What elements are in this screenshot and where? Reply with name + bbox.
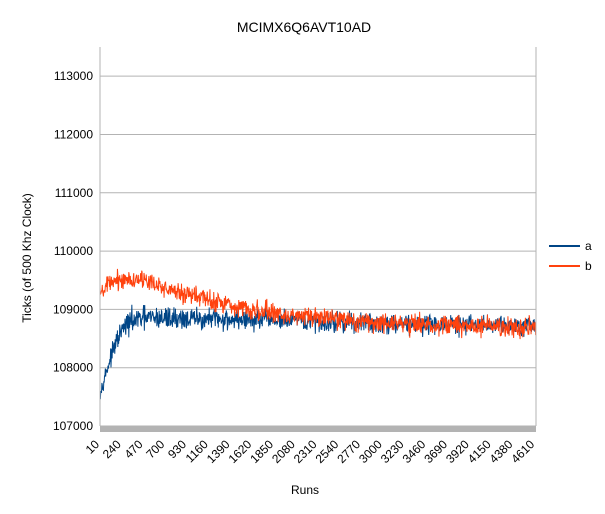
axes (99, 47, 537, 432)
y-tick-label: 110000 (54, 244, 93, 258)
y-tick-label: 108000 (53, 361, 93, 375)
y-tick-label: 112000 (54, 127, 93, 141)
y-tick-label: 107000 (53, 419, 93, 433)
legend-label-a: a (585, 239, 592, 253)
y-tick-labels: 107000 108000 109000 110000 111000 112000 1130… (53, 69, 93, 433)
chart-title: MCIMX6Q6AVT10AD (237, 19, 371, 35)
y-axis-title: Ticks (of 500 Khz Clock) (20, 193, 34, 323)
x-axis-band (100, 426, 536, 432)
legend: ab (549, 239, 592, 273)
y-tick-label: 113000 (54, 69, 93, 83)
series-lines (99, 268, 537, 400)
y-tick-label: 111000 (55, 186, 94, 200)
y-tick-label: 109000 (53, 302, 93, 316)
series-line-b (99, 268, 537, 340)
series-line-a (99, 304, 537, 400)
x-axis-title: Runs (291, 483, 319, 497)
legend-label-b: b (585, 259, 592, 273)
